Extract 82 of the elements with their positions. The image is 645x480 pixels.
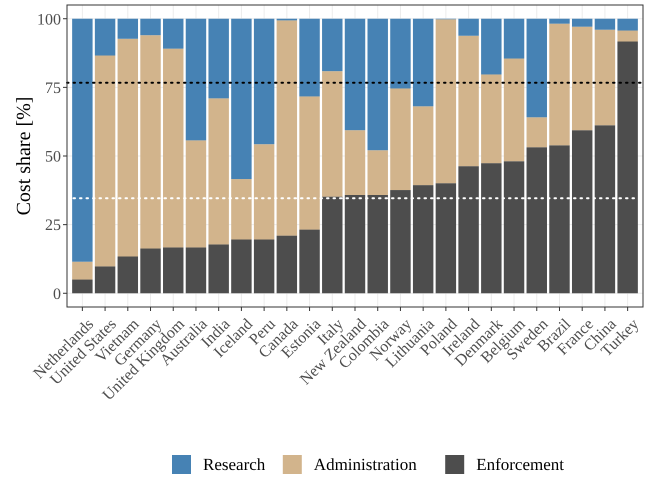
bar [458,18,479,36]
bar [186,18,206,140]
bar [299,18,320,96]
bar [208,18,229,98]
bar [322,196,343,294]
bar [572,26,592,130]
bar [276,236,298,294]
bar [412,106,434,186]
bar [344,130,366,195]
bar [526,147,547,294]
bar [140,35,161,249]
bar [412,185,434,294]
legend-label: Enforcement [476,455,564,474]
bar [458,166,479,294]
bar [118,38,138,256]
legend-label: Research [203,455,266,474]
bar [163,247,184,294]
bar [344,194,366,294]
bar [254,144,274,240]
bar [549,18,570,24]
bar [390,88,411,190]
bar [163,48,184,248]
bar [208,98,229,244]
bar [436,183,456,294]
bar [617,18,638,31]
bar [231,179,252,240]
bar [72,18,93,262]
y-tick-label: 100 [37,11,61,28]
y-tick-label: 0 [53,286,61,303]
y-tick-label: 50 [45,148,61,166]
bar [594,30,616,126]
bar [72,262,93,280]
bar [140,248,161,294]
bar [322,71,343,197]
bar [504,161,524,294]
bar [572,130,592,294]
bar [390,190,411,294]
bar [186,140,206,248]
bar [299,230,320,294]
bar [254,18,274,144]
bar [231,18,252,180]
bar [390,18,411,88]
bar [299,96,320,230]
bar [412,18,434,106]
bar [526,18,547,118]
bar [186,247,206,294]
bar [72,280,93,294]
bar [481,74,502,164]
y-tick-label: 25 [45,217,61,234]
bar [94,56,116,266]
bar [94,18,116,56]
bar [231,239,252,294]
bar [572,18,592,27]
bar [118,18,138,39]
bar [344,18,366,130]
bar [163,18,184,49]
bar [526,117,547,148]
bar [367,150,388,195]
bar [140,18,161,36]
bar [549,24,570,146]
bar [549,145,570,294]
bar [504,18,524,59]
bar [367,194,388,294]
bar [617,42,638,294]
bar [254,239,274,294]
legend-label: Administration [314,455,418,474]
bar [504,58,524,162]
bar [322,18,343,72]
bar [617,30,638,42]
y-axis-title: Cost share [%] [13,96,35,216]
bar [458,36,479,166]
bar [208,244,229,294]
bar [481,18,502,74]
bar [94,266,116,294]
bar [594,125,616,294]
bar [594,18,616,30]
y-tick-label: 75 [45,80,61,97]
bar [367,18,388,150]
bar [436,19,456,184]
bar [276,20,298,236]
bar [118,256,138,294]
bar [481,163,502,294]
